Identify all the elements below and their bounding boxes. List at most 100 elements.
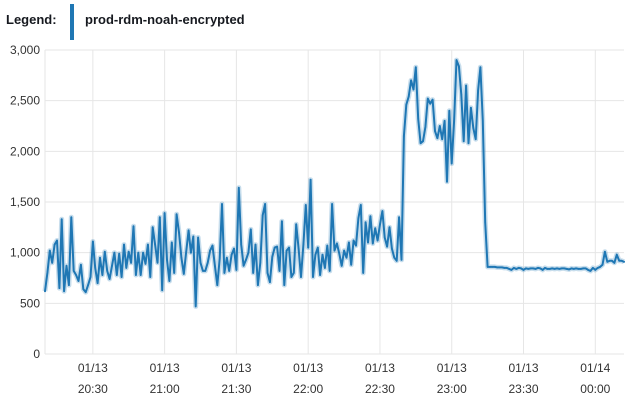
x-tick-date-label: 01/14 <box>580 361 610 375</box>
data-point <box>228 270 230 272</box>
data-point <box>367 241 369 244</box>
data-point <box>517 267 520 269</box>
data-point <box>163 212 166 214</box>
data-point <box>498 266 501 269</box>
data-point <box>302 243 305 246</box>
data-point <box>620 260 623 262</box>
data-point <box>558 268 561 270</box>
data-point <box>206 262 209 264</box>
axis-layer: 0 500 1,000 1,500 2,000 2,500 3,000 01/13 20:30 0… <box>10 43 611 396</box>
data-point <box>312 276 314 278</box>
legend-series-name[interactable]: prod-rdm-noah-encrypted <box>85 12 245 27</box>
data-point <box>362 272 365 274</box>
data-point <box>190 251 192 254</box>
data-point <box>529 267 532 270</box>
data-point <box>446 180 448 183</box>
data-point <box>125 267 128 269</box>
data-point <box>477 89 479 92</box>
data-point <box>111 265 113 267</box>
data-point <box>250 228 252 231</box>
data-point <box>168 280 171 282</box>
data-point <box>400 259 403 261</box>
data-point <box>80 264 82 266</box>
data-point <box>252 272 254 274</box>
data-point <box>434 130 436 132</box>
y-tick-label: 0 <box>33 347 40 361</box>
x-tick-time-label: 23:00 <box>437 382 467 396</box>
data-point <box>570 267 573 270</box>
data-point <box>233 247 235 250</box>
data-point <box>65 265 68 267</box>
data-point <box>419 142 422 144</box>
data-point <box>132 225 135 228</box>
data-point <box>424 126 427 128</box>
data-point <box>180 256 183 259</box>
data-point <box>489 266 491 268</box>
data-point <box>192 235 195 238</box>
legend: Legend: prod-rdm-noah-encrypted <box>0 0 625 40</box>
data-point <box>295 223 298 226</box>
y-tick-label: 2,000 <box>10 144 40 158</box>
data-point <box>563 267 565 270</box>
data-point <box>606 261 609 263</box>
data-point <box>276 245 278 248</box>
data-point <box>106 270 108 272</box>
data-point <box>245 259 247 261</box>
data-point <box>283 284 286 286</box>
data-point <box>149 276 152 278</box>
data-point <box>549 268 551 270</box>
data-point <box>537 267 539 269</box>
x-tick-date-label: 01/13 <box>150 361 180 375</box>
data-point <box>613 262 616 264</box>
data-point <box>254 243 257 246</box>
data-point <box>238 187 240 189</box>
data-point <box>553 268 556 270</box>
data-point <box>99 256 101 259</box>
data-point <box>522 269 525 271</box>
x-tick-date-label: 01/13 <box>293 361 323 375</box>
x-tick-date-label: 01/13 <box>437 361 467 375</box>
data-point <box>427 97 429 100</box>
data-point <box>520 267 522 270</box>
data-point <box>178 231 180 234</box>
data-point <box>360 204 362 206</box>
data-point <box>108 278 111 280</box>
data-point <box>474 138 477 140</box>
data-point <box>278 270 281 272</box>
data-point <box>462 140 465 142</box>
data-point <box>355 244 357 247</box>
data-point <box>496 266 499 269</box>
data-point <box>264 203 266 205</box>
data-point <box>82 288 85 290</box>
data-point <box>101 274 104 276</box>
data-point <box>443 120 446 122</box>
data-point <box>383 236 386 239</box>
data-point <box>534 268 537 270</box>
data-point <box>417 118 420 120</box>
data-point <box>194 305 197 308</box>
data-point <box>185 250 187 253</box>
data-point <box>92 240 94 243</box>
data-point <box>154 243 156 246</box>
y-tick-label: 500 <box>20 296 40 310</box>
data-point <box>577 268 580 270</box>
data-point <box>324 267 326 269</box>
data-point <box>372 242 374 245</box>
data-point <box>573 268 575 270</box>
data-point <box>513 267 515 269</box>
data-point <box>472 127 475 129</box>
grid-layer <box>44 49 624 355</box>
data-point <box>448 110 451 112</box>
data-point <box>135 274 137 276</box>
data-point <box>465 84 467 87</box>
data-point <box>173 272 175 274</box>
data-point <box>503 267 506 269</box>
data-point <box>44 290 46 293</box>
data-point <box>369 215 372 217</box>
data-point <box>458 65 460 67</box>
data-point <box>309 178 312 181</box>
data-point <box>486 266 489 268</box>
data-point <box>51 262 53 264</box>
data-point <box>96 282 99 284</box>
